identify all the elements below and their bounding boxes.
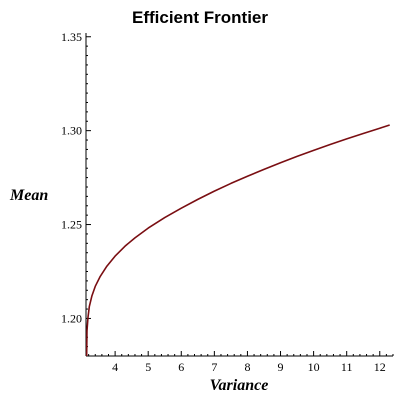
y-tick-label: 1.35: [61, 30, 82, 44]
frontier-line: [85, 124, 390, 357]
x-tick-label: 11: [341, 360, 353, 374]
x-tick-label: 4: [112, 360, 118, 374]
x-axis-label: Variance: [210, 377, 269, 394]
axes: [85, 33, 393, 357]
x-tick-label: 8: [244, 360, 250, 374]
x-ticks: 4 5 6 7 8 9 10 11 12: [112, 351, 386, 374]
x-tick-label: 12: [374, 360, 386, 374]
x-tick-label: 7: [211, 360, 217, 374]
y-tick-label: 1.20: [61, 311, 82, 325]
x-tick-label: 6: [178, 360, 184, 374]
x-tick-label: 10: [308, 360, 320, 374]
y-tick-label: 1.30: [61, 124, 82, 138]
series-layer: [85, 124, 390, 357]
y-ticks: 1.20 1.25 1.30 1.35: [61, 30, 91, 325]
y-axis-label: Mean: [9, 187, 48, 204]
minor-ticks: [86, 45, 394, 356]
x-tick-label: 5: [145, 360, 151, 374]
y-tick-label: 1.25: [61, 218, 82, 232]
x-tick-label: 9: [278, 360, 284, 374]
chart-title: Efficient Frontier: [132, 8, 268, 27]
